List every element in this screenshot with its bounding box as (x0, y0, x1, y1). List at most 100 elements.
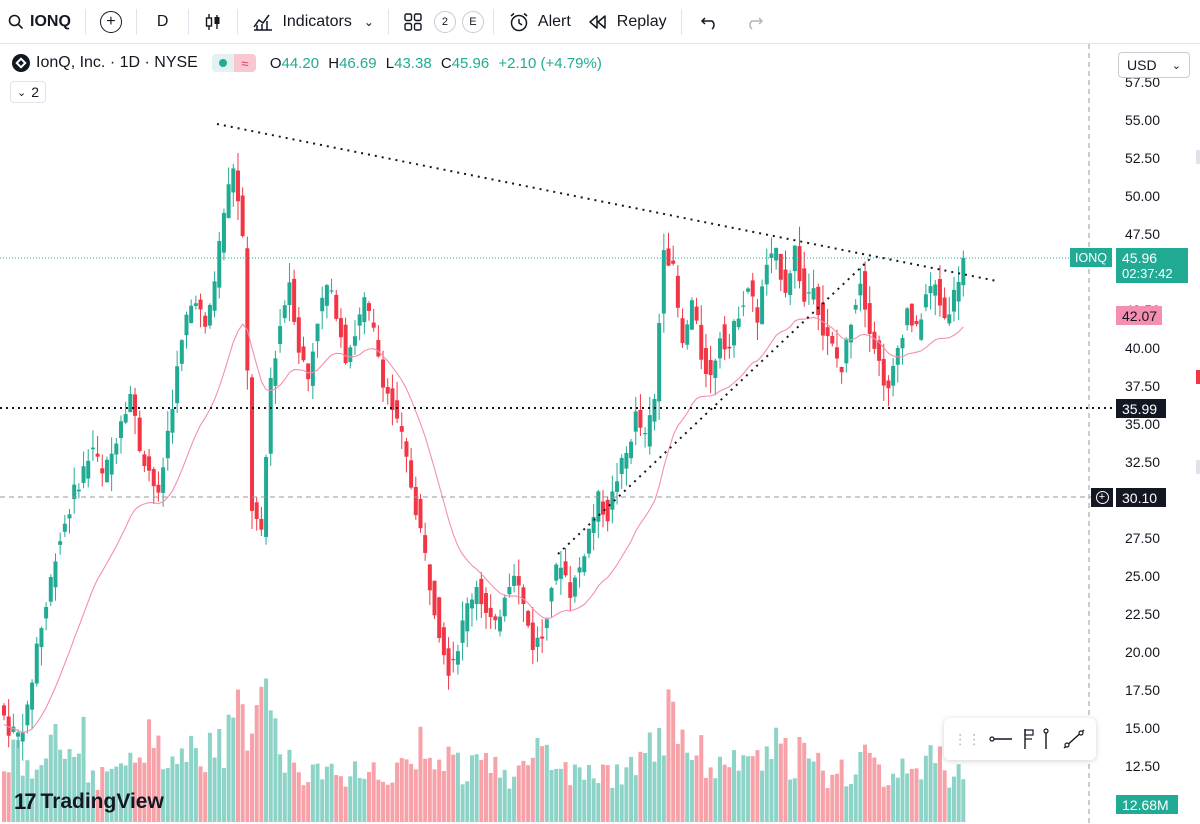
volume-bar (465, 781, 470, 822)
symbol-label: IONQ (30, 12, 71, 30)
candle-body (184, 314, 189, 336)
legend-title[interactable]: IonQ, Inc. · 1D · NYSE (36, 54, 198, 71)
chevron-down-icon[interactable]: ⌄ (363, 14, 374, 29)
volume-bar (956, 764, 961, 822)
candle-body (788, 273, 793, 296)
volume-bar (278, 754, 283, 822)
volume-bar (783, 737, 788, 822)
volume-bar (633, 775, 638, 822)
toolbar-divider (680, 8, 682, 35)
volume-bar (217, 728, 222, 822)
candle-body (582, 556, 587, 573)
volume-bar (273, 718, 278, 822)
candle-body (521, 587, 526, 604)
volume-bar (923, 755, 928, 822)
volume-bar (352, 761, 357, 822)
flag-marker-tool-icon[interactable] (1020, 727, 1054, 751)
axis-edge-marker (1196, 460, 1200, 474)
layouts-button[interactable] (395, 0, 431, 44)
volume-bar (703, 777, 708, 822)
candle-body (465, 603, 470, 632)
candle-body (264, 456, 269, 537)
candle-body (451, 659, 456, 661)
chart-type-button[interactable] (195, 0, 231, 44)
volume-bar (764, 746, 769, 822)
chevron-down-icon: ⌄ (16, 86, 27, 99)
candle-body (820, 302, 825, 336)
toolbar-divider (492, 8, 494, 35)
candle-body (81, 466, 86, 483)
alert-button[interactable]: Alert (500, 0, 579, 44)
volume-bar (310, 764, 315, 822)
volume-bar (469, 755, 474, 822)
currency-selector[interactable]: USD ⌄ (1118, 52, 1190, 78)
volume-bar (357, 777, 362, 822)
candle-body (792, 245, 797, 272)
candle-body (512, 575, 517, 586)
badge-e[interactable]: E (461, 10, 484, 33)
candle-body (479, 578, 484, 605)
price-axis: 57.5055.0052.5050.0047.5045.0042.5040.00… (1125, 74, 1200, 774)
candle-body (722, 324, 727, 350)
volume-bar (685, 752, 690, 822)
candle-body (863, 271, 868, 310)
undo-button[interactable] (688, 0, 732, 44)
volume-bar (11, 739, 16, 822)
volume-bar (137, 757, 142, 822)
tradingview-watermark[interactable]: 17 TradingView (14, 789, 164, 815)
close-value: 45.96 (451, 54, 490, 72)
drawing-toolbar: ⋮⋮ (944, 718, 1096, 760)
candle-body (11, 726, 16, 732)
change-value: +2.10 (+4.79%) (498, 54, 602, 72)
candle-body (16, 732, 21, 737)
volume-bar (338, 776, 343, 822)
trend-line-tool-icon[interactable] (1061, 727, 1087, 751)
horizontal-line-tool-icon[interactable] (988, 731, 1014, 747)
candle-body (498, 616, 503, 632)
replay-button[interactable]: Replay (579, 0, 675, 44)
candle-body (596, 491, 601, 522)
volume-bar (292, 762, 297, 822)
rewind-icon (589, 14, 606, 29)
symbol-search[interactable]: IONQ (0, 0, 79, 44)
indicators-button[interactable]: Indicators ⌄ (244, 0, 381, 44)
candle-body (432, 580, 437, 616)
volume-bar (937, 746, 942, 822)
volume-bar (530, 757, 535, 822)
redo-button[interactable] (732, 0, 776, 44)
volume-bar (699, 735, 704, 822)
interval-button[interactable]: D (143, 0, 183, 44)
volume-bar (399, 757, 404, 822)
candle-body (207, 304, 212, 326)
compare-button[interactable]: + (92, 0, 130, 44)
candle-body (474, 586, 479, 605)
candle-body (6, 716, 11, 736)
volume-bar (76, 753, 81, 822)
candle-body (629, 441, 634, 459)
candle-body (156, 484, 161, 493)
volume-bar (385, 784, 390, 822)
market-status-badge[interactable]: ≈ (211, 54, 256, 72)
volume-bar (161, 769, 166, 822)
candle-body (526, 610, 531, 626)
volume-bar (568, 785, 573, 822)
volume-bar (320, 779, 325, 822)
candle-body (830, 335, 835, 344)
volume-bar (493, 756, 498, 822)
candle-body (675, 275, 680, 308)
candle-body (741, 305, 746, 307)
badge-2[interactable]: 2 (433, 10, 456, 33)
candle-body (193, 303, 198, 306)
volume-bar (792, 778, 797, 822)
candle-body (292, 278, 297, 322)
volume-bar (858, 752, 863, 822)
add-alert-button[interactable]: + (1091, 488, 1113, 507)
legend-collapse-button[interactable]: ⌄ 2 (10, 81, 46, 103)
volume-bar (806, 758, 811, 822)
candle-body (713, 360, 718, 379)
candle-body (53, 561, 58, 588)
drag-handle-icon[interactable]: ⋮⋮ (953, 730, 982, 747)
candle-body (905, 308, 910, 326)
volume-bar (708, 767, 713, 822)
